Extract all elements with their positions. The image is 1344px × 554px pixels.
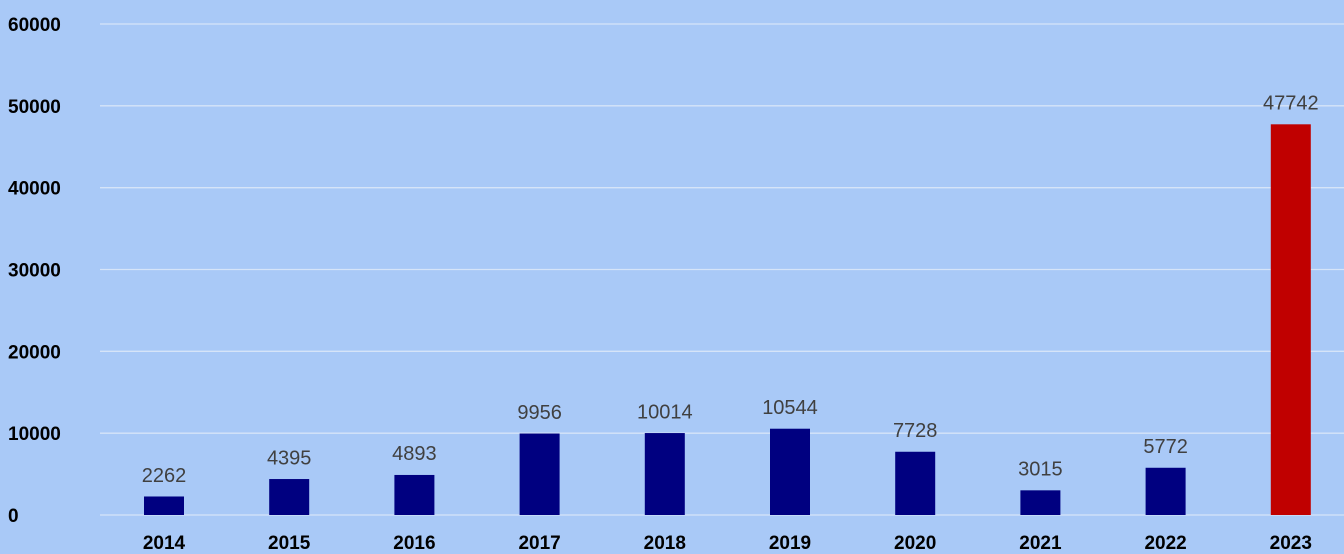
data-label: 10014: [637, 401, 693, 423]
bar: [1145, 467, 1186, 515]
y-tick-label: 10000: [8, 424, 61, 445]
x-tick-label: 2022: [1144, 533, 1186, 554]
bar: [770, 428, 810, 515]
data-label: 4893: [392, 443, 437, 465]
data-label: 7728: [893, 420, 938, 442]
x-tick-label: 2023: [1270, 533, 1312, 554]
bar: [1020, 490, 1061, 515]
y-tick-label: 20000: [8, 342, 61, 363]
data-label: 4395: [267, 447, 312, 469]
bar: [644, 433, 685, 515]
y-tick-label: 60000: [8, 15, 61, 36]
data-label: 2262: [142, 465, 187, 487]
data-label: 9956: [517, 402, 562, 424]
x-tick-label: 2015: [268, 533, 311, 554]
bar: [519, 433, 560, 515]
bar: [394, 474, 435, 515]
data-label: 10544: [762, 397, 818, 419]
x-tick-label: 2016: [393, 533, 435, 554]
bar: [1270, 124, 1311, 515]
x-tick-label: 2021: [1019, 533, 1062, 554]
y-tick-label: 30000: [8, 261, 61, 282]
x-tick-label: 2017: [518, 533, 560, 554]
bar: [895, 451, 936, 515]
y-tick-label: 50000: [8, 97, 61, 118]
bar: [144, 496, 184, 515]
data-label: 5772: [1143, 436, 1188, 458]
x-tick-label: 2018: [644, 533, 686, 554]
data-label: 3015: [1018, 459, 1063, 481]
x-tick-label: 2014: [143, 533, 186, 554]
bar: [269, 479, 310, 515]
x-tick-label: 2020: [894, 533, 936, 554]
data-label: 47742: [1263, 93, 1319, 115]
x-tick-label: 2019: [769, 533, 811, 554]
y-tick-label: 40000: [8, 179, 61, 200]
y-tick-label: 0: [8, 506, 19, 527]
